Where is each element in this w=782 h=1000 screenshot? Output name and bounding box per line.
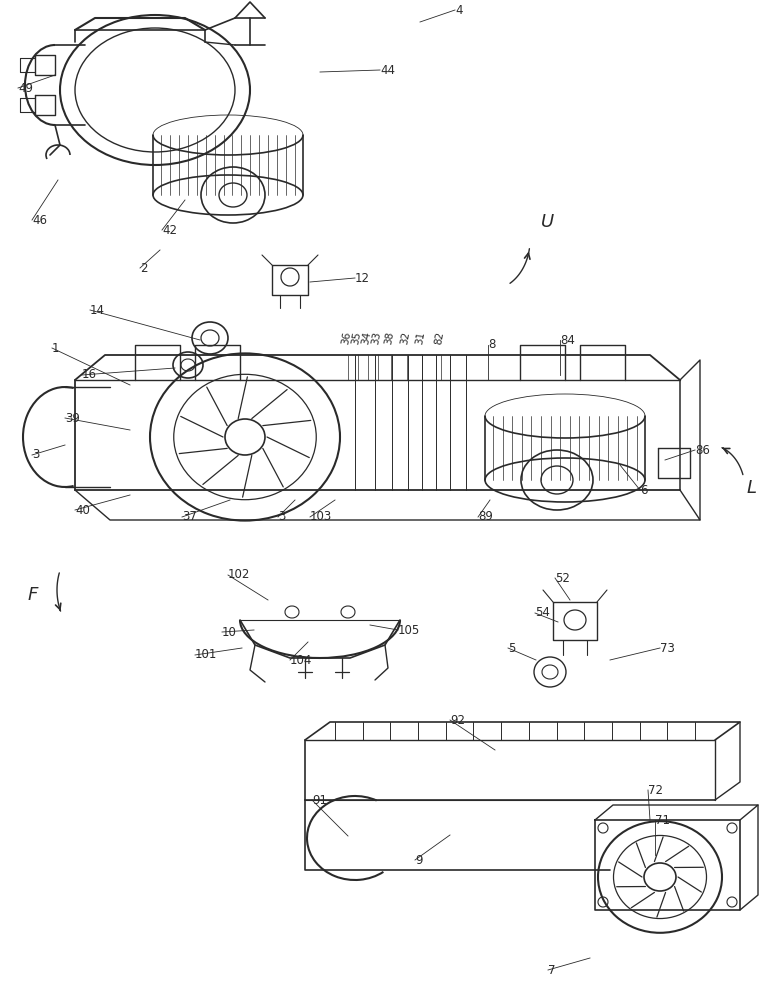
- Text: 3: 3: [32, 448, 39, 462]
- Text: 14: 14: [90, 304, 105, 316]
- Text: 82: 82: [433, 330, 445, 345]
- Text: 89: 89: [478, 510, 493, 524]
- Text: 84: 84: [560, 334, 575, 347]
- Text: 7: 7: [548, 964, 555, 976]
- Text: 52: 52: [555, 572, 570, 584]
- Text: U: U: [541, 213, 554, 231]
- Text: 40: 40: [75, 504, 90, 516]
- Text: 46: 46: [32, 214, 47, 227]
- Text: 34: 34: [360, 330, 372, 345]
- Text: L: L: [747, 479, 757, 497]
- Text: 2: 2: [140, 261, 148, 274]
- Text: 38: 38: [383, 330, 395, 345]
- Text: 10: 10: [222, 626, 237, 639]
- Text: 31: 31: [414, 330, 426, 345]
- Text: 92: 92: [450, 714, 465, 726]
- Text: 3: 3: [278, 510, 285, 524]
- Text: 105: 105: [398, 624, 420, 637]
- Text: 33: 33: [370, 330, 382, 345]
- Text: 49: 49: [18, 82, 33, 95]
- Text: 5: 5: [508, 642, 515, 654]
- Text: 4: 4: [455, 3, 462, 16]
- Text: 86: 86: [695, 444, 710, 456]
- Text: 102: 102: [228, 568, 250, 582]
- Text: 101: 101: [195, 648, 217, 662]
- Text: 1: 1: [52, 342, 59, 355]
- Text: 16: 16: [82, 368, 97, 381]
- Text: 8: 8: [488, 338, 495, 352]
- Text: 71: 71: [655, 814, 670, 826]
- Text: 73: 73: [660, 642, 675, 654]
- Text: 91: 91: [312, 794, 327, 806]
- Text: 35: 35: [350, 330, 362, 345]
- Text: 37: 37: [182, 510, 197, 524]
- Text: 103: 103: [310, 510, 332, 524]
- Text: 36: 36: [340, 330, 352, 345]
- Text: 39: 39: [65, 412, 80, 424]
- Text: 12: 12: [355, 271, 370, 284]
- Text: 44: 44: [380, 64, 395, 77]
- Text: 54: 54: [535, 606, 550, 619]
- Text: 104: 104: [290, 654, 312, 666]
- Text: F: F: [28, 586, 38, 604]
- Text: 9: 9: [415, 854, 422, 866]
- Text: 42: 42: [162, 224, 177, 236]
- Text: 72: 72: [648, 784, 663, 796]
- Text: 6: 6: [640, 484, 647, 496]
- Text: 32: 32: [399, 330, 411, 345]
